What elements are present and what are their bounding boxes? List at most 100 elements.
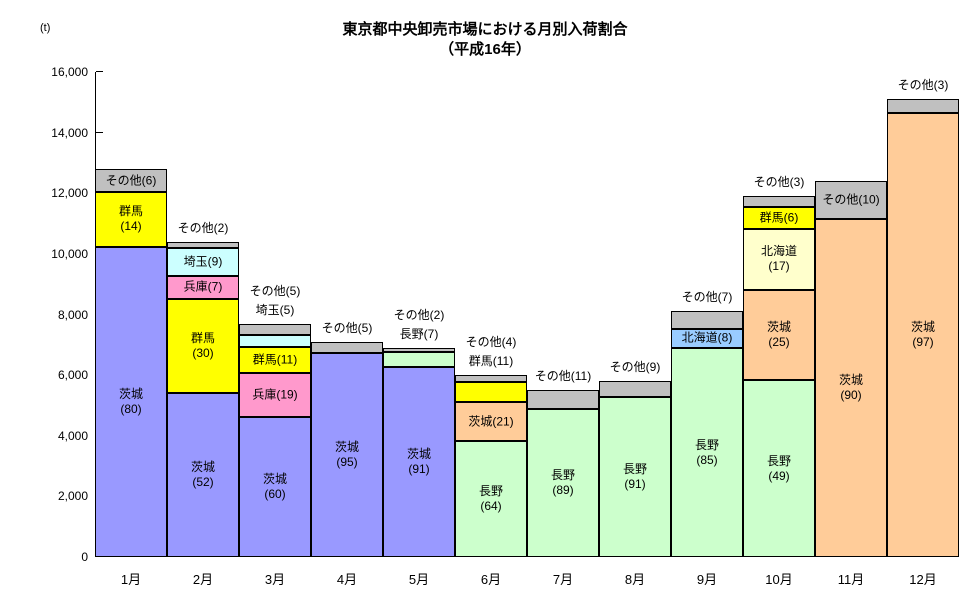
x-tick-label: 9月 [696,572,718,587]
x-tick-label: 10月 [765,572,793,587]
x-tick-label: 8月 [624,572,646,587]
segment-label: 兵庫(19) [252,387,298,402]
segment-埼玉: 埼玉(9) [167,248,239,277]
y-tick-label: 12,000 [51,186,88,201]
bar-2月: 茨城 (52) 群馬 (30) 兵庫(7) 埼玉(9) その他(2) [167,221,239,557]
segment-その他 [527,390,599,409]
segment-label: 長野 (49) [766,453,791,483]
segment-その他: その他(6) [95,169,167,193]
segment-茨城: 茨城 (91) [383,366,455,557]
bar-5月: 茨城 (91) その他(2) 長野(7) [383,308,455,557]
segment-群馬: 群馬(6) [743,207,815,229]
x-tick-label: 5月 [408,572,430,587]
outside-segment-labels: その他(2) 長野(7) [359,306,479,344]
outside-segment-label: その他(2) [393,307,445,322]
segment-茨城: 茨城 (60) [239,416,311,557]
segment-label: 群馬(11) [252,352,298,367]
segment-その他: その他(10) [815,181,887,219]
segment-label: 長野 (64) [478,483,503,513]
y-tick-label: 8,000 [57,307,88,322]
x-tick-label: 12月 [909,572,937,587]
outside-segment-labels: その他(3) [863,76,970,95]
chart-title: 東京都中央卸売市場における月別入荷割合 （平成16年） [0,20,970,60]
segment-群馬: 群馬 (30) [167,298,239,394]
bar-1月: 茨城 (80) 群馬 (14) その他(6) [95,169,167,557]
segment-その他 [743,196,815,208]
segment-その他 [599,381,671,398]
segment-その他 [383,347,455,353]
y-tick-label: 10,000 [51,246,88,261]
segment-label: 群馬 (14) [118,204,143,234]
segment-label: その他(10) [822,192,880,207]
segment-長野: 長野 (85) [671,348,743,557]
segment-その他 [887,99,959,114]
segment-その他 [671,311,743,329]
segment-長野: 長野 (89) [527,408,599,557]
y-tick-label: 6,000 [57,368,88,383]
x-tick-label: 11月 [837,572,865,587]
segment-茨城: 茨城(21) [455,402,527,441]
segment-label: 長野 (89) [550,467,575,497]
y-tick-mark [96,71,103,72]
y-tick-label: 4,000 [57,428,88,443]
chart-title-line1: 東京都中央卸売市場における月別入荷割合 [342,21,628,38]
x-tick-label: 3月 [264,572,286,587]
bar-9月: 長野 (85) 北海道(8) その他(7) [671,290,743,557]
segment-群馬: 群馬(11) [239,346,311,373]
segment-label: 茨城 (97) [910,320,935,349]
segment-群馬 [455,382,527,403]
segment-その他 [239,323,311,336]
segment-label: 埼玉(9) [183,254,223,269]
segment-兵庫: 兵庫(7) [167,276,239,299]
plot-area: 茨城 (80) 群馬 (14) その他(6) 1月 茨城 (52) 群馬 (30) 兵庫(7… [95,71,959,587]
segment-長野 [383,352,455,367]
y-tick-label: 0 [81,550,88,564]
segment-茨城: 茨城 (97) [887,113,959,557]
segment-label: 兵庫(7) [183,279,223,294]
bar-7月: 長野 (89) その他(11) [527,369,599,557]
bar-4月: 茨城 (95) その他(5) [311,321,383,557]
x-tick-label: 2月 [192,572,214,587]
segment-label: 茨城 (91) [406,446,431,476]
y-tick-mark [96,131,103,133]
segment-label: 北海道 (17) [760,244,797,274]
segment-長野: 長野 (64) [455,440,527,557]
segment-茨城: 茨城 (95) [311,352,383,557]
segment-埼玉 [239,335,311,347]
segment-label: 茨城 (60) [262,471,287,501]
segment-label: 長野 (85) [694,437,719,467]
segment-label: 茨城 (90) [838,372,863,402]
chart-title-line2: （平成16年） [439,41,531,58]
segment-茨城: 茨城 (80) [95,246,167,557]
segment-label: その他(6) [105,173,157,188]
x-tick-label: 1月 [120,572,142,587]
segment-label: 茨城 (80) [118,386,143,416]
y-tick-label: 16,000 [51,65,88,79]
segment-群馬: 群馬 (14) [95,192,167,247]
segment-label: 茨城 (25) [766,320,791,350]
y-tick-label: 14,000 [51,125,88,140]
bar-8月: 長野 (91) その他(9) [599,360,671,557]
segment-茨城: 茨城 (52) [167,393,239,557]
bar-11月: 茨城 (90) その他(10) [815,181,887,557]
segment-label: 群馬 (30) [190,330,215,360]
segment-label: 茨城 (95) [334,439,359,469]
y-axis-unit-label: (t) [40,22,51,34]
segment-label: 長野 (91) [622,462,647,491]
segment-北海道: 北海道 (17) [743,228,815,291]
segment-茨城: 茨城 (90) [815,218,887,557]
bar-6月: 長野 (64) 茨城(21) その他(4) 群馬(11) [455,335,527,557]
segment-その他 [167,241,239,249]
y-tick-label: 2,000 [57,489,88,504]
segment-北海道: 北海道(8) [671,328,743,349]
bar-10月: 長野 (49) 茨城 (25) 北海道 (17) 群馬(6) その他(3) [743,175,815,557]
segment-その他 [311,341,383,353]
x-tick-label: 7月 [552,572,574,587]
x-tick-label: 4月 [336,572,358,587]
bar-3月: 茨城 (60) 兵庫(19) 群馬(11) その他(5) 埼玉(5) [239,284,311,557]
segment-label: 茨城 (52) [190,460,215,490]
segment-茨城: 茨城 (25) [743,290,815,381]
segment-長野: 長野 (49) [743,380,815,557]
bar-12月: 茨城 (97) その他(3) [887,78,959,557]
